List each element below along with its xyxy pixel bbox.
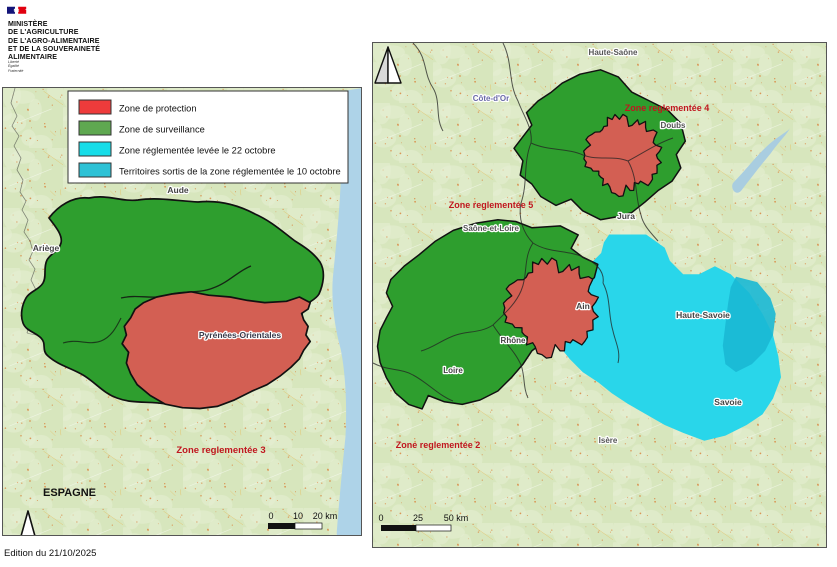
svg-text:10: 10 bbox=[293, 511, 303, 521]
svg-text:Zone reglementée 2: Zone reglementée 2 bbox=[396, 440, 481, 450]
svg-text:Jura: Jura bbox=[617, 211, 635, 221]
svg-text:Aude: Aude bbox=[167, 185, 189, 195]
svg-text:20 km: 20 km bbox=[313, 511, 338, 521]
svg-text:Isère: Isère bbox=[599, 436, 618, 445]
svg-text:Zone reglementée 4: Zone reglementée 4 bbox=[625, 103, 710, 113]
svg-text:Zone reglementée 3: Zone reglementée 3 bbox=[176, 445, 265, 456]
svg-text:Zone de surveillance: Zone de surveillance bbox=[119, 125, 205, 135]
svg-text:Saône-et-Loire: Saône-et-Loire bbox=[463, 224, 520, 233]
svg-text:Pyrénées-Orientales: Pyrénées-Orientales bbox=[199, 330, 281, 340]
svg-text:Rhône: Rhône bbox=[501, 336, 526, 345]
svg-text:ESPAGNE: ESPAGNE bbox=[43, 487, 96, 499]
svg-text:Côte-d'Or: Côte-d'Or bbox=[473, 94, 510, 103]
svg-text:50 km: 50 km bbox=[444, 513, 469, 523]
svg-text:Territoires sortis de la zone: Territoires sortis de la zone réglementé… bbox=[119, 167, 341, 177]
svg-text:Zone de protection: Zone de protection bbox=[119, 104, 197, 114]
svg-text:0: 0 bbox=[268, 511, 273, 521]
svg-text:Ariège: Ariège bbox=[33, 243, 60, 253]
svg-text:Ain: Ain bbox=[576, 301, 590, 311]
svg-text:Savoie: Savoie bbox=[714, 397, 742, 407]
svg-text:0: 0 bbox=[378, 513, 383, 523]
svg-text:Haute-Saône: Haute-Saône bbox=[589, 48, 638, 57]
svg-text:Doubs: Doubs bbox=[661, 121, 686, 130]
svg-text:Zone reglementée 5: Zone reglementée 5 bbox=[449, 200, 534, 210]
svg-text:Haute-Savoie: Haute-Savoie bbox=[676, 310, 730, 320]
svg-text:Zone réglementée levée le 22 o: Zone réglementée levée le 22 octobre bbox=[119, 146, 276, 156]
svg-text:Loire: Loire bbox=[443, 366, 463, 375]
svg-text:25: 25 bbox=[413, 513, 423, 523]
